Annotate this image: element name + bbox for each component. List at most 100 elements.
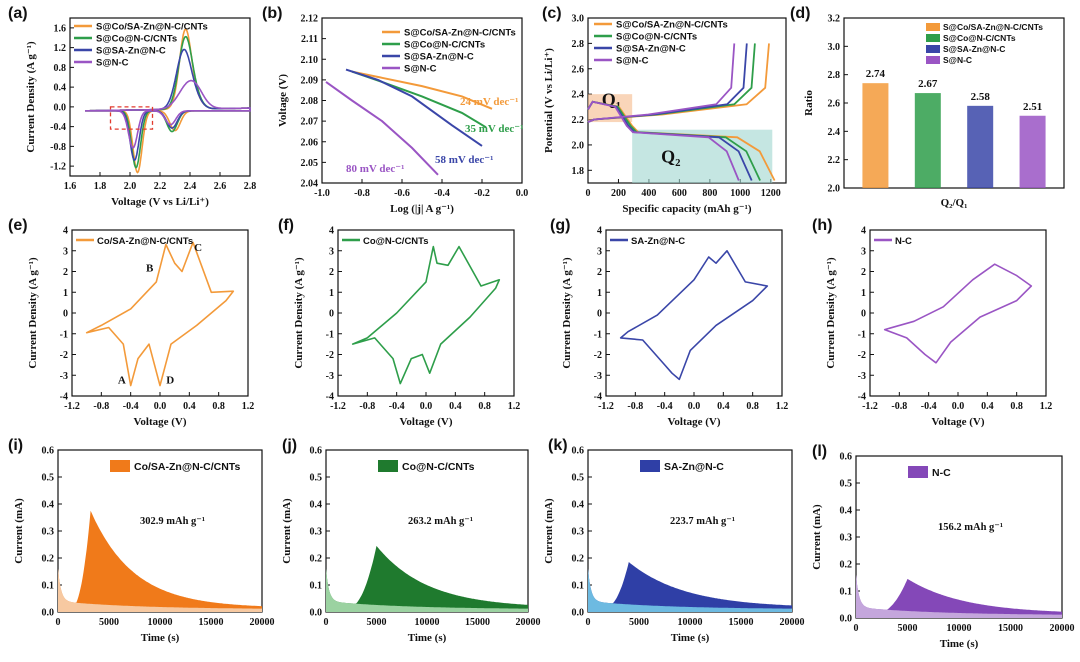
plot-frame <box>337 229 515 397</box>
y-tick-label: 0 <box>861 309 866 320</box>
y-tick-label: 0.4 <box>840 506 853 517</box>
x-tick-label: -1.2 <box>598 401 614 412</box>
x-axis-title: Voltage (V vs Li/Li⁺) <box>111 196 209 208</box>
y-tick-label: 0.3 <box>310 527 323 538</box>
panel-g: (g) -1.2 -0.8 -0.4 0.0 0.4 0.8 1.2 -4 -3 -2 -1 0 1 2 3 4… <box>550 217 788 428</box>
legend-swatch <box>378 460 398 472</box>
y-tick-label: 2.04 <box>301 179 319 190</box>
y-tick-label: 2.4 <box>828 127 841 138</box>
x-axis-title: Log (|j| A g⁻¹) <box>390 203 454 215</box>
legend-entry: S@Co@N-C/CNTs <box>943 33 1016 43</box>
y-tick-label: -2 <box>858 350 866 361</box>
legend-entry: Co/SA-Zn@N-C/CNTs <box>97 236 193 247</box>
legend-swatch <box>926 45 940 53</box>
y-tick-label: 0.0 <box>310 608 323 619</box>
current-area <box>58 510 262 612</box>
x-axis-title: Voltage (V) <box>133 416 186 428</box>
baseline-area <box>588 568 792 612</box>
y-tick-label: -4 <box>858 392 866 403</box>
panel-h: (h) -1.2 -0.8 -0.4 0.0 0.4 0.8 1.2 -4 -3 -2 -1 0 1 2 3 4… <box>812 217 1052 428</box>
x-tick-label: 0.8 <box>212 401 225 412</box>
legend-swatch <box>926 23 940 31</box>
y-tick-label: -4 <box>60 392 68 403</box>
y-tick-label: 0.1 <box>310 581 323 592</box>
y-tick-label: 0.2 <box>840 560 853 571</box>
y-tick-label: 4 <box>63 226 68 237</box>
panel-label: (h) <box>812 217 832 234</box>
panel-label: (d) <box>790 5 810 22</box>
plot-frame <box>71 229 249 397</box>
x-tick-label: -0.4 <box>657 401 673 412</box>
panel-c: (c) 0 200 400 600 800 1000 1200 1.8 2.0 2.2 2.4 2.6 2… <box>542 5 787 215</box>
x-tick-label: 1.2 <box>508 401 521 412</box>
baseline-area <box>326 568 528 612</box>
x-tick-label: 0.0 <box>516 188 529 199</box>
y-tick-label: -1 <box>594 329 602 340</box>
legend-entry: S@N-C <box>616 56 649 67</box>
y-tick-label: 2.11 <box>301 34 318 45</box>
y-tick-label: 3.2 <box>828 14 841 25</box>
x-tick-label: 0.4 <box>717 401 730 412</box>
x-tick-label: 10000 <box>678 617 703 628</box>
plot-frame <box>587 449 793 613</box>
y-tick-label: -2 <box>60 350 68 361</box>
x-tick-label: 10000 <box>415 617 440 628</box>
panel-f: (f) -1.2 -0.8 -0.4 0.0 0.4 0.8 1.2 -4 -3 -2 -1 0 1 2 3 4… <box>278 217 520 428</box>
charge-curve <box>587 43 736 123</box>
x-tick-label: 15000 <box>998 623 1023 634</box>
legend-swatch <box>908 466 928 478</box>
y-tick-label: 2.09 <box>301 75 319 86</box>
x-tick-label: 10000 <box>148 617 173 628</box>
x-tick-label: 5000 <box>629 617 649 628</box>
y-tick-label: 3.0 <box>572 14 585 25</box>
y-tick-label: -3 <box>594 371 602 382</box>
y-axis-title: Current Density (A g⁻¹) <box>293 257 305 369</box>
panel-label: (b) <box>262 5 282 22</box>
x-tick-label: 0.0 <box>688 401 701 412</box>
y-tick-label: 0.4 <box>572 500 585 511</box>
x-tick-label: 0.4 <box>449 401 462 412</box>
y-axis-title: Current Density (A g⁻¹) <box>825 257 837 369</box>
y-tick-label: 0 <box>329 309 334 320</box>
x-tick-label: -0.8 <box>359 401 375 412</box>
plot-frame <box>605 229 783 397</box>
capacity-label: 156.2 mAh g⁻¹ <box>938 522 1003 533</box>
y-tick-label: 3.0 <box>828 42 841 53</box>
y-tick-label: 0.1 <box>840 587 853 598</box>
baseline-area <box>58 568 262 612</box>
y-tick-label: 1.8 <box>572 166 585 177</box>
y-tick-label: 2.2 <box>572 115 585 126</box>
x-tick-label: 20000 <box>1050 623 1075 634</box>
y-tick-label: 4 <box>597 226 602 237</box>
panel-i: (i) 0 5000 10000 15000 20000 0.0 0.1 0.2 0.3 0.4 0.… <box>8 437 275 644</box>
capacity-label: 263.2 mAh g⁻¹ <box>408 516 473 527</box>
y-tick-label: 2.8 <box>828 70 841 81</box>
x-tick-label: 0.4 <box>183 401 196 412</box>
y-tick-label: 0.2 <box>310 554 323 565</box>
y-tick-label: 2.0 <box>828 184 841 195</box>
x-tick-label: 10000 <box>947 623 972 634</box>
y-tick-label: 0 <box>63 309 68 320</box>
x-tick-label: -1.2 <box>862 401 878 412</box>
y-tick-label: -2 <box>594 350 602 361</box>
panel-label: (l) <box>812 443 827 460</box>
y-tick-label: -3 <box>326 371 334 382</box>
y-tick-label: 0.0 <box>840 614 853 625</box>
x-tick-label: 20000 <box>516 617 541 628</box>
y-tick-label: 0.5 <box>572 473 585 484</box>
plot-frame <box>855 455 1063 619</box>
current-area <box>588 562 792 612</box>
bar-value-label: 2.67 <box>918 78 938 90</box>
y-tick-label: -1 <box>326 329 334 340</box>
x-axis-title: Voltage (V) <box>399 416 452 428</box>
y-axis-title: Current Density (A g⁻¹) <box>27 257 39 369</box>
y-tick-label: 2.05 <box>301 158 319 169</box>
y-axis-title: Current (mA) <box>13 498 25 564</box>
ratio-bar <box>967 105 994 188</box>
current-area <box>856 574 1062 618</box>
x-tick-label: -0.4 <box>921 401 937 412</box>
x-tick-label: 1000 <box>730 188 750 199</box>
x-tick-label: -0.6 <box>394 188 410 199</box>
panel-label: (j) <box>282 437 297 454</box>
y-tick-label: 1.2 <box>54 43 67 54</box>
